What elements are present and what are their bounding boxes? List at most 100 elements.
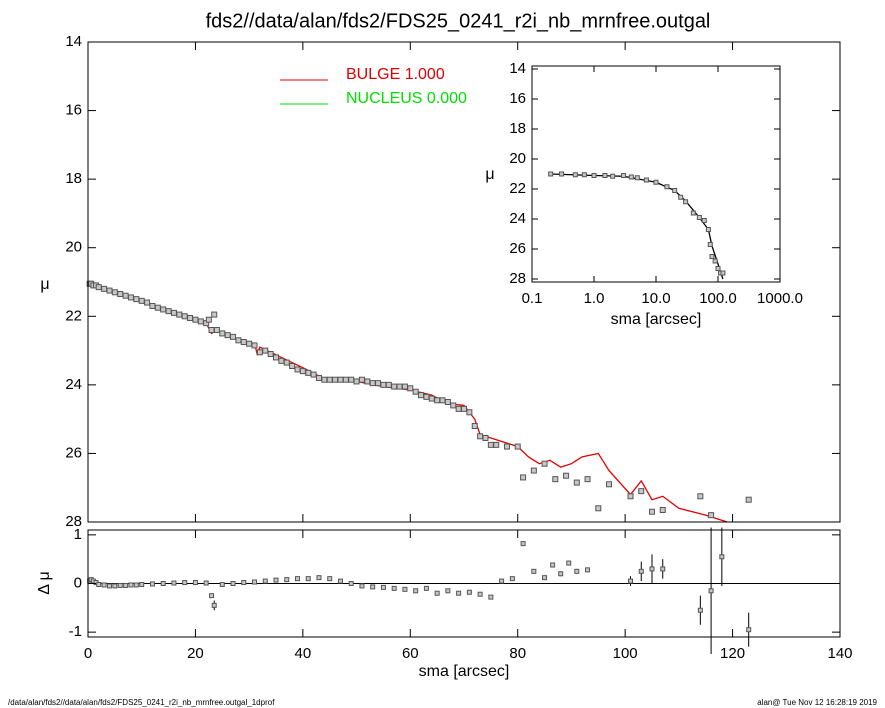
y-tick-label: 28 bbox=[65, 513, 82, 530]
chart-title: fds2//data/alan/fds2/FDS25_0241_r2i_nb_m… bbox=[206, 10, 711, 32]
data-point bbox=[117, 582, 123, 588]
data-point bbox=[445, 588, 451, 594]
y-tick-label: 26 bbox=[509, 240, 526, 257]
data-point bbox=[219, 330, 226, 337]
data-point bbox=[209, 593, 215, 599]
data-point bbox=[240, 339, 247, 345]
data-point bbox=[230, 581, 236, 586]
data-point bbox=[241, 580, 247, 586]
x-tick-label: 0.1 bbox=[522, 290, 543, 307]
data-point bbox=[514, 443, 521, 450]
data-point bbox=[701, 218, 707, 223]
data-point bbox=[649, 508, 655, 515]
data-point bbox=[712, 258, 718, 264]
data-point bbox=[327, 576, 333, 582]
data-point bbox=[696, 215, 702, 220]
data-point bbox=[690, 210, 696, 216]
data-point bbox=[402, 586, 408, 592]
y-tick-label: 24 bbox=[509, 210, 526, 227]
legend-label: BULGE 1.000 bbox=[346, 66, 445, 83]
data-point bbox=[418, 392, 425, 399]
data-point bbox=[683, 199, 689, 205]
data-point bbox=[375, 380, 382, 387]
data-point bbox=[149, 581, 155, 587]
data-point bbox=[595, 505, 602, 512]
data-point bbox=[573, 479, 580, 486]
data-point bbox=[697, 493, 704, 500]
data-point bbox=[407, 385, 414, 392]
data-point bbox=[348, 581, 354, 586]
data-point bbox=[697, 607, 703, 613]
data-point bbox=[434, 397, 441, 404]
data-point bbox=[482, 435, 489, 441]
data-point bbox=[477, 591, 483, 597]
data-point bbox=[477, 433, 484, 440]
data-point bbox=[705, 227, 711, 232]
y-tick-label: 16 bbox=[65, 102, 82, 119]
data-point bbox=[581, 172, 587, 178]
y-axis-label: μ bbox=[40, 276, 49, 293]
data-point bbox=[235, 337, 242, 344]
data-point bbox=[224, 332, 231, 339]
data-point bbox=[273, 577, 279, 583]
data-point bbox=[660, 566, 666, 572]
data-point bbox=[664, 184, 670, 190]
data-point bbox=[111, 289, 118, 296]
y-axis-label: Δ μ bbox=[36, 571, 53, 594]
data-point bbox=[256, 349, 263, 356]
data-point bbox=[171, 580, 177, 586]
x-tick-label: 100 bbox=[613, 645, 638, 662]
data-point bbox=[358, 376, 365, 383]
data-point bbox=[503, 443, 510, 450]
data-point bbox=[715, 266, 721, 271]
data-point bbox=[719, 554, 725, 560]
data-point bbox=[672, 188, 678, 193]
data-point bbox=[208, 327, 215, 333]
data-point bbox=[321, 376, 328, 383]
data-point bbox=[160, 581, 166, 586]
x-axis-label: sma [arcsec] bbox=[419, 663, 510, 680]
data-point bbox=[461, 405, 467, 412]
data-point bbox=[559, 171, 565, 177]
data-point bbox=[96, 581, 102, 587]
data-point bbox=[273, 354, 279, 361]
data-point bbox=[709, 254, 715, 259]
data-point bbox=[181, 313, 188, 320]
data-point bbox=[444, 399, 451, 405]
y-tick-label: 28 bbox=[509, 270, 526, 287]
data-point bbox=[182, 580, 188, 586]
data-point bbox=[550, 562, 556, 568]
data-point bbox=[423, 585, 429, 591]
x-tick-label: 20 bbox=[187, 645, 204, 662]
data-point bbox=[563, 472, 570, 479]
data-point bbox=[230, 333, 237, 340]
data-point bbox=[428, 395, 435, 402]
data-point bbox=[205, 316, 212, 323]
data-point bbox=[106, 583, 112, 589]
data-point bbox=[305, 576, 311, 582]
data-point bbox=[638, 488, 645, 495]
data-point bbox=[299, 368, 306, 375]
inset-background bbox=[477, 60, 787, 328]
x-tick-label: 140 bbox=[827, 645, 852, 662]
y-tick-label: 22 bbox=[65, 307, 82, 324]
data-point bbox=[149, 303, 156, 309]
y-tick-label: 1 bbox=[74, 526, 82, 543]
data-point bbox=[456, 590, 462, 596]
y-tick-label: 20 bbox=[65, 239, 82, 256]
data-point bbox=[144, 299, 151, 306]
data-point bbox=[316, 575, 322, 581]
data-point bbox=[342, 376, 349, 383]
data-point bbox=[170, 309, 177, 316]
data-point bbox=[133, 582, 139, 588]
data-point bbox=[413, 588, 419, 594]
data-point bbox=[359, 583, 365, 589]
data-point bbox=[112, 583, 118, 589]
data-point bbox=[192, 316, 199, 323]
data-point bbox=[572, 172, 578, 178]
data-point bbox=[385, 381, 392, 388]
x-tick-label: 0 bbox=[84, 645, 92, 662]
data-point bbox=[412, 388, 419, 395]
data-point bbox=[160, 306, 167, 313]
